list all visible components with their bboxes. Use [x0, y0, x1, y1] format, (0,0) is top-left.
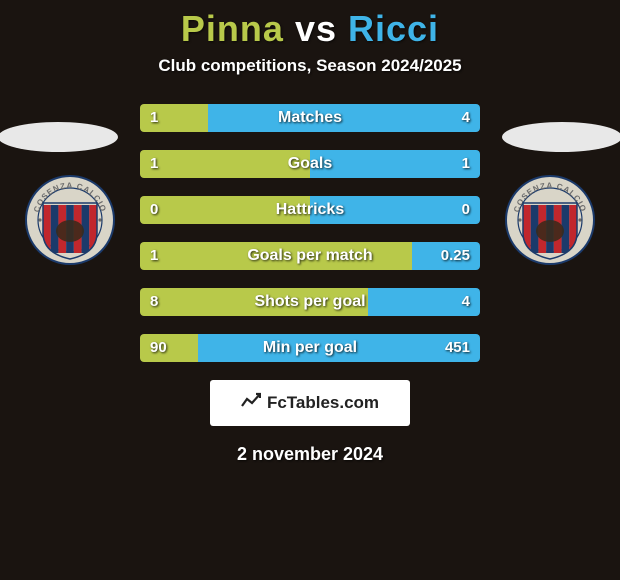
bar-label: Hattricks: [140, 196, 480, 224]
stat-row: Goals per match1 0.25: [140, 242, 480, 270]
branding-box: FcTables.com: [210, 380, 410, 426]
bar-right-value: 1: [462, 150, 470, 178]
bar-label: Shots per goal: [140, 288, 480, 316]
subtitle: Club competitions, Season 2024/2025: [0, 56, 620, 76]
player1-name: Pinna: [181, 8, 284, 49]
bar-right-value: 4: [462, 288, 470, 316]
bar-left-value: 90: [150, 334, 167, 362]
stat-bars: Matches14Goals11Hattricks00Goals per mat…: [140, 104, 480, 362]
bar-label: Matches: [140, 104, 480, 132]
branding-text: FcTables.com: [267, 393, 379, 413]
stat-row: Goals1 1: [140, 150, 480, 178]
vs-text: vs: [295, 8, 337, 49]
bar-left-value: 1: [150, 242, 158, 270]
bar-left-value: 0: [150, 196, 158, 224]
bar-right-value: 451: [445, 334, 470, 362]
bar-label: Goals per match: [140, 242, 480, 270]
bar-label: Min per goal: [140, 334, 480, 362]
content-wrap: Pinna vs Ricci Club competitions, Season…: [0, 0, 620, 580]
bar-right-value: 0: [462, 196, 470, 224]
bar-left-value: 8: [150, 288, 158, 316]
bar-left-value: 1: [150, 150, 158, 178]
stat-row: Min per goal90 451: [140, 334, 480, 362]
left-oval: [0, 122, 118, 152]
branding-icon: [241, 392, 261, 415]
date-text: 2 november 2024: [0, 444, 620, 465]
left-club-badge: COSENZA CALCIO: [20, 175, 120, 265]
right-club-badge: COSENZA CALCIO: [500, 175, 600, 265]
bar-right-value: 4: [462, 104, 470, 132]
bar-right-value: 0.25: [441, 242, 470, 270]
comparison-title: Pinna vs Ricci: [0, 8, 620, 50]
stat-row: Matches1 4: [140, 104, 480, 132]
player2-name: Ricci: [348, 8, 439, 49]
stat-row: Hattricks0 0: [140, 196, 480, 224]
bar-label: Goals: [140, 150, 480, 178]
stat-row: Shots per goal8 4: [140, 288, 480, 316]
bar-left-value: 1: [150, 104, 158, 132]
right-oval: [502, 122, 620, 152]
